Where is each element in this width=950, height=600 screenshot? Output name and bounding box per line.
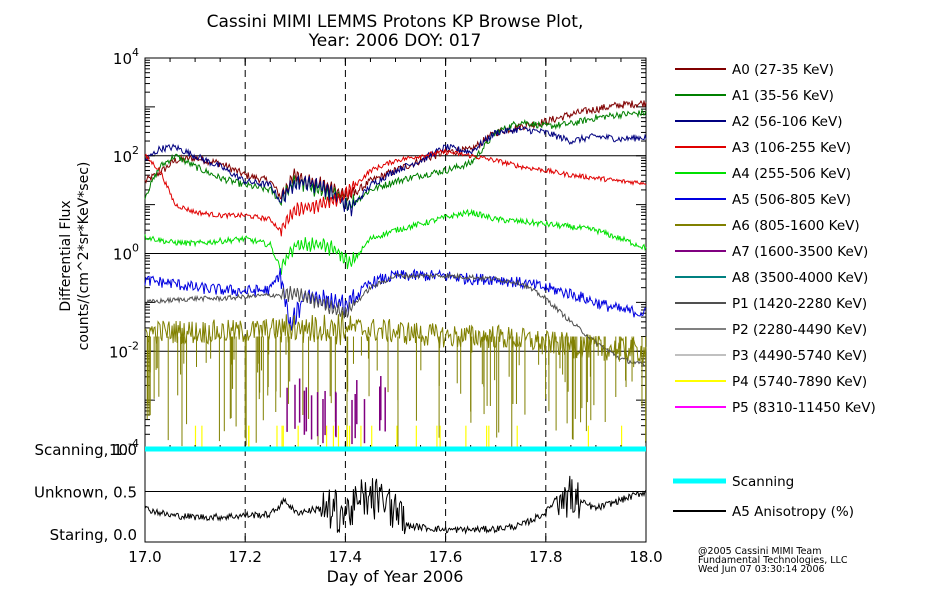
svg-text:10-2: 10-2 bbox=[109, 339, 139, 361]
x-tick-label: 17.6 bbox=[429, 548, 462, 566]
legend-item: A4 (255-506 KeV) bbox=[675, 166, 851, 182]
legend-item: A2 (56-106 KeV) bbox=[675, 114, 842, 130]
series-line-a4 bbox=[144, 208, 647, 275]
footer-company: Fundamental Technologies, LLC bbox=[698, 555, 848, 566]
chart-subtitle: Year: 2006 DOY: 017 bbox=[308, 31, 482, 51]
series-line-a5 bbox=[144, 268, 647, 331]
legend-item: Scanning bbox=[673, 474, 794, 490]
series-line-a6 bbox=[144, 311, 647, 364]
series-line-a1 bbox=[144, 108, 647, 211]
legend-item: A6 (805-1600 KeV) bbox=[675, 218, 860, 234]
legend-item: A0 (27-35 KeV) bbox=[675, 62, 834, 78]
x-tick-label: 17.4 bbox=[329, 548, 362, 566]
series-line-a0 bbox=[144, 100, 647, 202]
flux-panel: 104 102 100 10-2 10-4 bbox=[109, 46, 647, 542]
legend-label: A5 (506-805 KeV) bbox=[732, 192, 851, 208]
svg-text:104: 104 bbox=[113, 46, 139, 68]
svg-text:10-4: 10-4 bbox=[109, 437, 139, 459]
aniso-y-tick-label: Unknown, 0.5 bbox=[34, 484, 137, 502]
x-tick-label: 18.0 bbox=[629, 548, 662, 566]
x-tick-label: 17.0 bbox=[128, 548, 161, 566]
legend-label: A6 (805-1600 KeV) bbox=[732, 218, 860, 234]
legend-item: P4 (5740-7890 KeV) bbox=[675, 374, 867, 390]
legend-label: A1 (35-56 KeV) bbox=[732, 88, 834, 104]
x-axis-label: Day of Year 2006 bbox=[327, 567, 464, 586]
flux-spikes bbox=[146, 336, 647, 449]
legend-label: A7 (1600-3500 KeV) bbox=[732, 244, 868, 260]
legend-item: P5 (8310-11450 KeV) bbox=[675, 400, 876, 416]
y-axis-label-2: counts/(cm^2*sr*KeV*sec) bbox=[76, 162, 92, 351]
flux-legend: A0 (27-35 KeV) A1 (35-56 KeV) A2 (56-106 K… bbox=[675, 62, 876, 416]
series-line-a2 bbox=[144, 125, 647, 217]
svg-text:100: 100 bbox=[113, 242, 139, 264]
legend-item: P1 (1420-2280 KeV) bbox=[675, 296, 867, 312]
x-tick-label: 17.8 bbox=[529, 548, 562, 566]
legend-item: A5 (506-805 KeV) bbox=[675, 192, 851, 208]
anisotropy-panel: Scanning, 1.0 Unknown, 0.5 Staring, 0.0 17.… bbox=[34, 441, 663, 566]
y-tick-label: 102 bbox=[113, 144, 139, 166]
x-tick-label: 17.2 bbox=[228, 548, 261, 566]
legend-item: A3 (106-255 KeV) bbox=[675, 140, 851, 156]
legend-item: A7 (1600-3500 KeV) bbox=[675, 244, 868, 260]
aniso-y-tick-label: Staring, 0.0 bbox=[50, 526, 137, 544]
y-tick-label: 104 bbox=[113, 46, 139, 68]
legend-label: P5 (8310-11450 KeV) bbox=[732, 400, 876, 416]
footer-timestamp: Wed Jun 07 03:30:14 2006 bbox=[698, 564, 825, 575]
legend-label: A0 (27-35 KeV) bbox=[732, 62, 834, 78]
y-axis-label-1: Differential Flux bbox=[58, 200, 74, 311]
y-tick-label: 10-2 bbox=[109, 339, 139, 361]
legend-item: P2 (2280-4490 KeV) bbox=[675, 322, 867, 338]
legend-label: A5 Anisotropy (%) bbox=[732, 504, 854, 520]
legend-label: A3 (106-255 KeV) bbox=[732, 140, 851, 156]
anisotropy-legend: Scanning A5 Anisotropy (%) bbox=[673, 474, 854, 520]
legend-item: A8 (3500-4000 KeV) bbox=[675, 270, 868, 286]
footer-copyright: @2005 Cassini MIMI Team bbox=[698, 546, 822, 557]
svg-text:102: 102 bbox=[113, 144, 139, 166]
legend-label: P2 (2280-4490 KeV) bbox=[732, 322, 867, 338]
legend-item: A5 Anisotropy (%) bbox=[673, 504, 854, 520]
aniso-y-tick-label: Scanning, 1.0 bbox=[34, 441, 137, 459]
legend-label: A2 (56-106 KeV) bbox=[732, 114, 842, 130]
y-tick-label: 10-4 bbox=[109, 437, 139, 459]
legend-label: Scanning bbox=[732, 474, 794, 490]
legend-label: P1 (1420-2280 KeV) bbox=[732, 296, 867, 312]
y-tick-label: 100 bbox=[113, 242, 139, 264]
chart-title: Cassini MIMI LEMMS Protons KP Browse Plo… bbox=[207, 12, 584, 32]
series-line-a3 bbox=[144, 149, 647, 237]
series-line-p1 bbox=[144, 271, 647, 367]
legend-item: A1 (35-56 KeV) bbox=[675, 88, 834, 104]
legend-item: P3 (4490-5740 KeV) bbox=[675, 348, 867, 364]
legend-label: A4 (255-506 KeV) bbox=[732, 166, 851, 182]
series-line-a5-anisotropy bbox=[144, 475, 647, 535]
legend-label: P4 (5740-7890 KeV) bbox=[732, 374, 867, 390]
legend-label: A8 (3500-4000 KeV) bbox=[732, 270, 868, 286]
legend-label: P3 (4490-5740 KeV) bbox=[732, 348, 867, 364]
